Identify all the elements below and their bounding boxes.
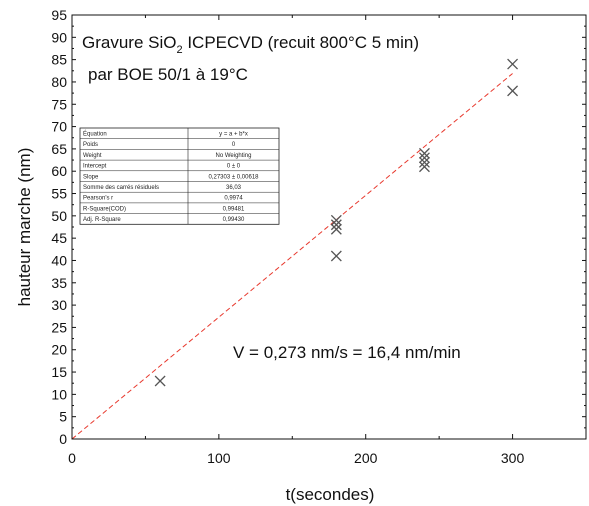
x-tick-label: 300 xyxy=(501,450,525,466)
data-point xyxy=(330,219,342,231)
data-point xyxy=(418,147,430,159)
y-tick-label: 75 xyxy=(51,96,67,112)
fit-table-value: 36,03 xyxy=(226,185,242,191)
fit-table-key: Slope xyxy=(83,174,99,180)
y-tick-label: 65 xyxy=(51,141,67,157)
x-axis-title: t(secondes) xyxy=(286,485,375,504)
fit-table-key: Adj. R-Square xyxy=(83,217,121,223)
y-tick-label: 85 xyxy=(51,52,67,68)
y-tick-label: 50 xyxy=(51,208,67,224)
fit-table-key: Équation xyxy=(83,131,107,138)
data-point xyxy=(330,250,342,262)
chart-title-line2: par BOE 50/1 à 19°C xyxy=(88,65,248,84)
y-tick-label: 95 xyxy=(51,7,67,23)
axis-ticks: 0 5 10 15 20 25 30 35 40 45 50 55 60 65 70 75 80 85 90 95 0 1… xyxy=(51,7,586,466)
data-points xyxy=(154,58,519,387)
y-tick-label: 35 xyxy=(51,275,67,291)
fit-table-key: Weight xyxy=(83,153,102,159)
x-tick-label: 100 xyxy=(207,450,231,466)
fit-table-key: Poids xyxy=(83,142,98,148)
fit-table-value: 0,99430 xyxy=(223,217,245,223)
data-point xyxy=(418,161,430,173)
x-tick-label: 200 xyxy=(354,450,378,466)
y-tick-label: 5 xyxy=(59,409,67,425)
y-tick-label: 20 xyxy=(51,342,67,358)
fit-table-key: R-Square(COD) xyxy=(83,206,126,212)
fit-table-value: y = a + b*x xyxy=(219,132,248,138)
data-point xyxy=(418,156,430,168)
x-tick-label: 0 xyxy=(68,450,76,466)
y-axis-title: hauteur marche (nm) xyxy=(15,148,34,307)
fit-table: Équation y = a + b*x Poids 0 Weight No Weight… xyxy=(79,127,280,225)
y-tick-label: 0 xyxy=(59,431,67,447)
data-point xyxy=(418,152,430,164)
fit-table-value: 0 ± 0 xyxy=(227,164,241,170)
y-tick-label: 60 xyxy=(51,163,67,179)
y-tick-label: 10 xyxy=(51,386,67,402)
y-tick-label: 30 xyxy=(51,297,67,313)
velocity-annotation: V = 0,273 nm/s = 16,4 nm/min xyxy=(233,343,461,362)
y-tick-label: 15 xyxy=(51,364,67,380)
fit-table-key: Somme des carrés résiduels xyxy=(83,185,159,191)
y-tick-label: 40 xyxy=(51,252,67,268)
y-tick-label: 25 xyxy=(51,319,67,335)
y-tick-label: 55 xyxy=(51,186,67,202)
fit-table-key: Intercept xyxy=(83,164,107,170)
data-point xyxy=(507,58,519,70)
fit-table-value: 0 xyxy=(232,142,236,148)
fit-table-value: 0,99481 xyxy=(223,206,245,212)
data-point xyxy=(330,214,342,226)
fit-table-value: No Weighting xyxy=(216,153,252,159)
chart-title-line1: Gravure SiO2 ICPECVD (recuit 800°C 5 min… xyxy=(82,33,419,56)
y-tick-label: 90 xyxy=(51,29,67,45)
fit-table-frame xyxy=(79,127,280,225)
fit-table-key: Pearson's r xyxy=(83,196,113,202)
data-point xyxy=(154,375,166,387)
fit-table-value: 0,27303 ± 0,00618 xyxy=(208,174,259,180)
data-point xyxy=(507,85,519,97)
fit-table-value: 0,9974 xyxy=(224,196,243,202)
data-point xyxy=(330,223,342,235)
y-tick-label: 80 xyxy=(51,74,67,90)
y-tick-label: 45 xyxy=(51,230,67,246)
y-tick-label: 70 xyxy=(51,119,67,135)
